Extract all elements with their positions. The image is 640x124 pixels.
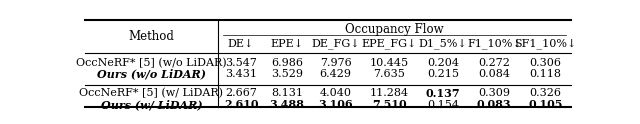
Text: 2.610: 2.610 [224, 99, 259, 110]
Text: 3.431: 3.431 [225, 69, 257, 79]
Text: 7.635: 7.635 [374, 69, 405, 79]
Text: 0.118: 0.118 [529, 69, 561, 79]
Text: 0.306: 0.306 [529, 58, 561, 68]
Text: EPE↓: EPE↓ [271, 39, 303, 48]
Text: 0.105: 0.105 [528, 99, 563, 110]
Text: D1_5%↓: D1_5%↓ [419, 38, 467, 49]
Text: 0.326: 0.326 [529, 88, 561, 98]
Text: 0.154: 0.154 [427, 100, 459, 110]
Text: 7.976: 7.976 [320, 58, 351, 68]
Text: 0.215: 0.215 [427, 69, 459, 79]
Text: Ours (w/ LiDAR): Ours (w/ LiDAR) [100, 99, 202, 110]
Text: OccNeRF* [5] (w/ LiDAR): OccNeRF* [5] (w/ LiDAR) [79, 88, 223, 98]
Text: 0.084: 0.084 [478, 69, 510, 79]
Text: 0.309: 0.309 [478, 88, 510, 98]
Text: 0.137: 0.137 [426, 88, 460, 99]
Text: 3.488: 3.488 [269, 99, 305, 110]
Text: 6.986: 6.986 [271, 58, 303, 68]
Text: DE_FG↓: DE_FG↓ [312, 38, 360, 49]
Text: EPE_FG↓: EPE_FG↓ [362, 38, 417, 49]
Text: 3.529: 3.529 [271, 69, 303, 79]
Text: F1_10%↓: F1_10%↓ [467, 38, 522, 49]
Text: 3.547: 3.547 [225, 58, 257, 68]
Text: 4.040: 4.040 [319, 88, 351, 98]
Text: Ours (w/o LiDAR): Ours (w/o LiDAR) [97, 69, 206, 80]
Text: OccNeRF* [5] (w/o LiDAR): OccNeRF* [5] (w/o LiDAR) [76, 57, 227, 68]
Text: 2.667: 2.667 [225, 88, 257, 98]
Text: 0.272: 0.272 [478, 58, 510, 68]
Text: DE↓: DE↓ [228, 39, 254, 48]
Text: 10.445: 10.445 [370, 58, 409, 68]
Text: Method: Method [129, 30, 175, 43]
Text: Occupancy Flow: Occupancy Flow [345, 23, 444, 36]
Text: 6.429: 6.429 [319, 69, 351, 79]
Text: 8.131: 8.131 [271, 88, 303, 98]
Text: 3.106: 3.106 [318, 99, 353, 110]
Text: 0.204: 0.204 [427, 58, 459, 68]
Text: 11.284: 11.284 [370, 88, 409, 98]
Text: 7.510: 7.510 [372, 99, 406, 110]
Text: SF1_10%↓: SF1_10%↓ [515, 38, 577, 49]
Text: 0.083: 0.083 [477, 99, 511, 110]
